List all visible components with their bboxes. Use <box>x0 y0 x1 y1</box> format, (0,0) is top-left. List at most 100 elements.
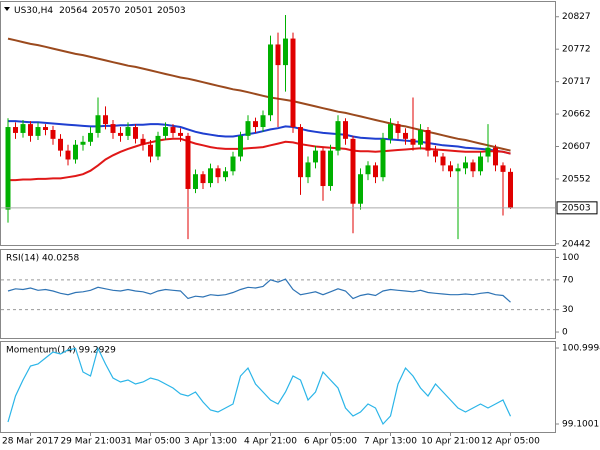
candle-body <box>28 124 33 136</box>
candle-body <box>290 38 296 128</box>
candle-body <box>208 168 213 184</box>
candle-body <box>5 127 11 210</box>
candle-body <box>103 115 108 125</box>
x-tick-label: 4 Apr 21:00 <box>244 437 297 447</box>
candle-body <box>110 124 116 133</box>
x-tick-label: 10 Apr 21:00 <box>421 437 480 447</box>
candle-body <box>200 174 206 184</box>
candle-body <box>455 168 461 172</box>
y-tick-label: 20662 <box>562 110 591 120</box>
candle-body <box>485 147 491 157</box>
candle-body <box>418 129 423 145</box>
candle-body <box>395 124 401 133</box>
candle-body <box>275 44 281 66</box>
y-tick-label: 70 <box>562 275 574 285</box>
momentum-title: Momentum(14) 99.2929 <box>6 346 116 356</box>
candle-body <box>238 135 243 157</box>
candle-body <box>463 162 468 169</box>
y-tick-label: 20607 <box>562 142 591 152</box>
candle-body <box>245 121 251 136</box>
candle-body <box>73 144 78 160</box>
candle-body <box>88 132 93 142</box>
x-tick-label: 12 Apr 05:00 <box>481 437 540 447</box>
candle-body <box>380 138 386 178</box>
candle-body <box>58 138 63 151</box>
y-tick-label: 20827 <box>562 12 591 22</box>
candle-body <box>253 121 258 128</box>
candle-body <box>20 124 26 133</box>
candle-body <box>133 127 138 139</box>
momentum-panel-frame <box>0 341 556 433</box>
candle-body <box>470 162 476 172</box>
candle-body <box>388 124 393 139</box>
high-value: 20570 <box>92 6 121 16</box>
y-tick-label: 99.1001 <box>562 419 599 429</box>
candle-body <box>493 147 498 166</box>
x-tick-label: 31 Mar 05:00 <box>120 437 180 447</box>
close-value: 20503 <box>157 6 186 16</box>
candle-body <box>185 135 191 189</box>
x-tick-label: 3 Apr 13:00 <box>184 437 237 447</box>
x-tick-label: 29 Mar 21:00 <box>60 437 120 447</box>
rsi-title: RSI(14) 40.0258 <box>6 254 79 264</box>
price-label: 20503 <box>562 203 591 213</box>
candle-body <box>448 165 453 172</box>
y-tick-label: 20552 <box>562 174 591 184</box>
open-value: 20564 <box>59 6 88 16</box>
candle-body <box>350 138 356 204</box>
candle-body <box>65 150 71 160</box>
candle-body <box>508 171 513 208</box>
y-tick-label: 100 <box>562 253 579 263</box>
candle-body <box>425 129 431 151</box>
candle-body <box>95 115 101 133</box>
candle-body <box>125 127 131 136</box>
y-tick-label: 0 <box>562 328 568 338</box>
candle-body <box>118 132 123 136</box>
candle-body <box>13 127 18 133</box>
price-panel-frame <box>0 1 556 246</box>
candle-body <box>140 138 146 145</box>
candle-body <box>35 127 41 136</box>
candle-body <box>403 132 408 139</box>
candle-body <box>328 150 333 187</box>
candle-body <box>148 144 153 157</box>
price-label-box <box>556 201 598 215</box>
candle-body <box>170 127 176 133</box>
candle-body <box>478 156 483 172</box>
x-tick-label: 6 Apr 05:00 <box>304 437 357 447</box>
low-value: 20501 <box>124 6 153 16</box>
candle-body <box>178 132 183 136</box>
y-tick-label: 20772 <box>562 45 591 55</box>
candle-body <box>80 141 86 145</box>
symbol: US30,H4 <box>14 6 53 16</box>
candle-body <box>298 127 303 178</box>
candle-body <box>358 174 363 204</box>
indicator-line <box>7 346 512 426</box>
candle-body <box>365 165 371 175</box>
candle-body <box>223 171 228 178</box>
candle-body <box>343 121 348 139</box>
x-tick-label: 7 Apr 13:00 <box>364 437 417 447</box>
candle-body <box>193 174 198 189</box>
candle-body <box>43 127 48 130</box>
candle-body <box>320 150 326 187</box>
indicator-line <box>7 278 511 303</box>
candle-body <box>335 121 341 151</box>
candle-body <box>260 115 266 128</box>
candle-body <box>313 150 318 163</box>
y-tick-label: 30 <box>562 305 574 315</box>
candle-body <box>433 150 438 157</box>
y-tick-label: 20442 <box>562 239 591 249</box>
candle-body <box>163 127 168 136</box>
header: US30,H4 20564 20570 20501 20503 <box>14 6 186 16</box>
candle-body <box>283 38 288 66</box>
y-tick-label: 100.9994 <box>562 344 600 354</box>
rsi-panel-frame <box>0 249 556 339</box>
x-tick-label: 28 Mar 2017 <box>2 437 59 447</box>
menu-triangle <box>4 7 10 11</box>
y-tick-label: 20717 <box>562 77 591 87</box>
candle-body <box>410 138 416 145</box>
